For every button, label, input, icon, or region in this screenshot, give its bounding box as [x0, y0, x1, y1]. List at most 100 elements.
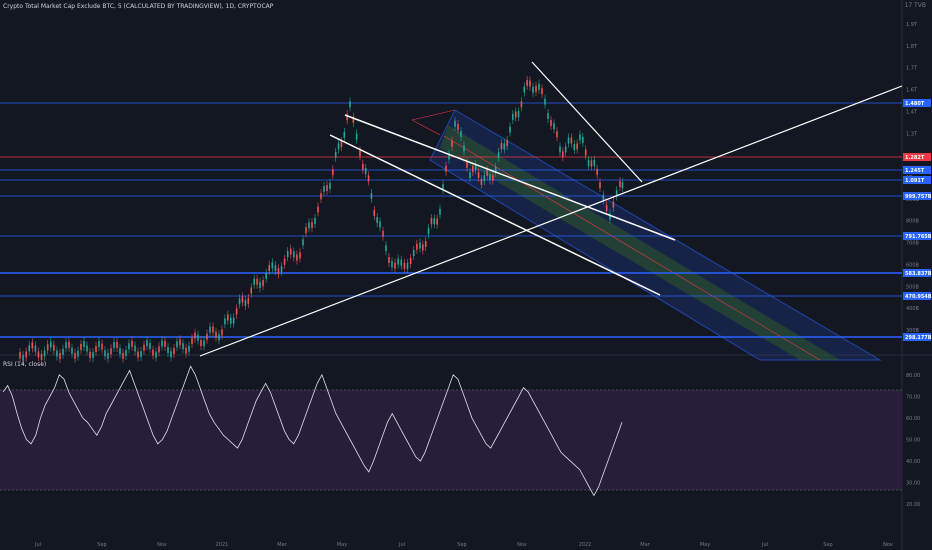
candle-body: [489, 174, 491, 181]
candle-body: [194, 332, 196, 339]
candle-body: [517, 111, 520, 118]
candle-body: [92, 352, 94, 359]
level-badge: [903, 333, 931, 341]
candle-body: [370, 192, 373, 199]
candle-body: [98, 341, 100, 348]
fib-anchor-line: [411, 109, 456, 121]
candle-body: [559, 146, 561, 153]
candle-body: [412, 249, 415, 256]
y-tick-label: 300B: [906, 328, 920, 334]
candle-body: [314, 217, 316, 224]
y-tick-label: 1.4T: [906, 109, 918, 115]
candle-body: [256, 278, 258, 285]
candle-body: [224, 318, 226, 325]
rsi-tick-label: 70.00: [906, 394, 920, 400]
candle-body: [206, 333, 208, 340]
candle-body: [409, 258, 412, 265]
y-tick-label: 800B: [906, 219, 920, 225]
candle-body: [538, 83, 540, 90]
candle-body: [308, 222, 310, 229]
level-badge: [903, 99, 931, 107]
candle-body: [74, 352, 76, 359]
candle-body: [247, 297, 250, 304]
candle-body: [609, 213, 611, 220]
candle-body: [362, 163, 364, 170]
candle-body: [436, 218, 438, 225]
rsi-tick-label: 60.00: [906, 416, 920, 422]
candle-body: [107, 352, 109, 359]
candle-body: [472, 166, 474, 173]
candle-body: [122, 352, 124, 359]
candle-body: [416, 243, 418, 250]
level-badge: [903, 192, 931, 200]
x-tick-label: Nov: [157, 542, 167, 548]
candle-body: [352, 116, 355, 123]
candle-body: [329, 182, 331, 189]
candle-body: [332, 169, 334, 176]
candle-body: [582, 137, 584, 144]
candle-body: [65, 342, 67, 349]
candle-body: [232, 317, 235, 324]
candle-body: [576, 143, 578, 150]
rsi-band: [0, 390, 902, 490]
candle-body: [474, 164, 477, 171]
candle-body: [579, 134, 581, 141]
candle-body: [403, 262, 406, 269]
candle-body: [317, 206, 319, 213]
candle-body: [550, 119, 552, 126]
candle-body: [49, 341, 52, 348]
candle-body: [125, 350, 127, 357]
candle-body: [509, 126, 511, 133]
candle-body: [535, 85, 537, 92]
candle-body: [541, 88, 543, 95]
x-tick-label: Sep: [457, 542, 466, 548]
rsi-tick-label: 50.00: [906, 438, 920, 444]
candle-body: [567, 137, 570, 144]
candle-body: [573, 143, 576, 150]
candle-body: [25, 351, 27, 358]
candle-body: [532, 86, 534, 93]
level-badge: [903, 269, 931, 277]
candle-body: [22, 354, 24, 361]
candle-body: [469, 172, 471, 179]
candle-body: [619, 181, 621, 188]
candle-body: [512, 113, 514, 120]
level-badge-text: 1.245T: [905, 168, 925, 174]
level-badge-text: 583.837B: [905, 271, 932, 277]
level-badge: [903, 166, 931, 174]
candle-body: [280, 266, 283, 273]
candle-body: [265, 272, 267, 279]
candle-body: [334, 151, 337, 158]
candle-body: [244, 299, 247, 306]
candle-body: [43, 350, 46, 357]
x-tick-label: Nov: [883, 542, 893, 548]
candle-body: [466, 161, 468, 168]
candle-body: [430, 218, 433, 225]
candle-body: [77, 350, 79, 357]
candle-body: [621, 182, 624, 189]
candle-body: [286, 251, 289, 258]
candle-body: [296, 254, 298, 261]
candle-body: [564, 146, 567, 153]
candle-body: [218, 334, 220, 341]
candle-body: [302, 239, 304, 246]
candle-body: [116, 342, 118, 349]
candle-body: [359, 150, 361, 157]
candle-body: [506, 139, 508, 146]
candle-body: [562, 151, 564, 158]
level-badge-text: 1.480T: [905, 101, 925, 107]
candle-body: [179, 339, 181, 346]
candle-body: [483, 175, 486, 182]
chart-title: Crypto Total Market Cap Exclude BTC, 5 (…: [3, 3, 274, 10]
x-tick-label: Nov: [517, 542, 527, 548]
candle-body: [477, 171, 480, 178]
candle-body: [62, 348, 64, 355]
candle-body: [104, 350, 106, 357]
candle-body: [113, 342, 115, 349]
candle-body: [89, 351, 91, 358]
candle-body: [373, 210, 376, 217]
channel-midline: [443, 135, 821, 361]
candle-body: [212, 326, 214, 333]
candle-body: [283, 258, 286, 265]
